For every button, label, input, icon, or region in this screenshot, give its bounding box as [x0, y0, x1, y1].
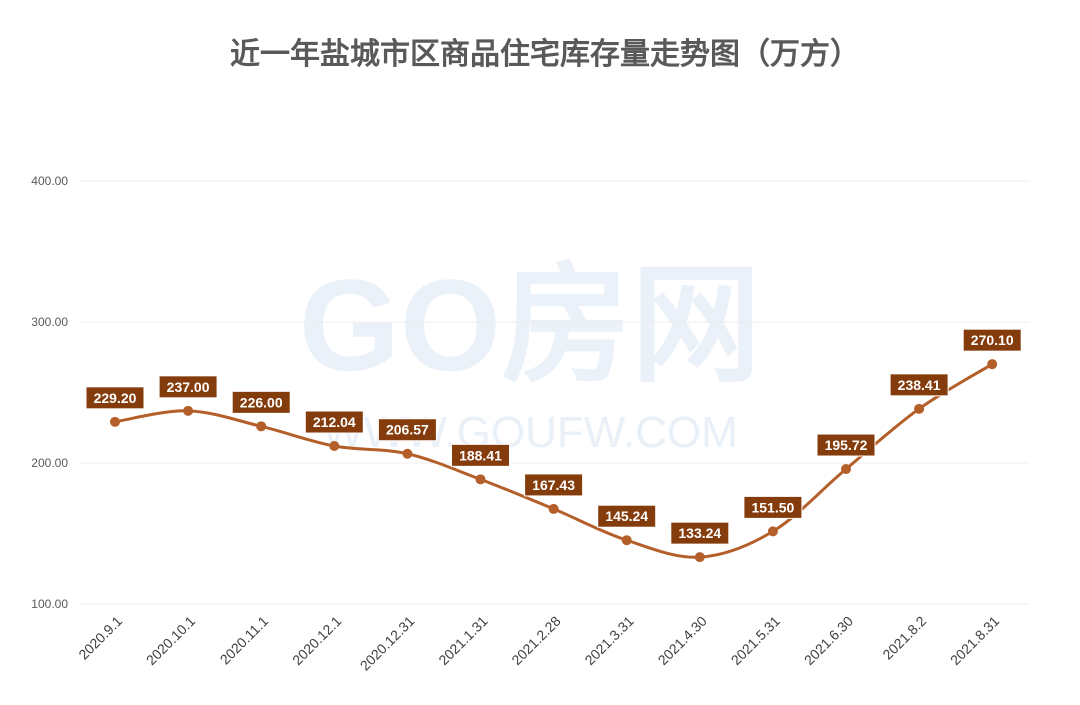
data-label-box — [889, 373, 949, 397]
x-tick-label: 2021.2.28 — [508, 613, 564, 669]
data-label: 145.24 — [597, 504, 657, 528]
x-tick-label: 2020.12.1 — [289, 613, 345, 669]
data-label: 229.20 — [85, 386, 145, 410]
data-point — [110, 416, 120, 427]
data-label-box — [962, 328, 1022, 352]
y-tick-label: 100.00 — [31, 597, 68, 611]
watermark: GO房网 WWW.GOUFW.COM — [299, 252, 761, 457]
data-label: 212.04 — [304, 410, 364, 434]
x-tick-label: 2021.6.30 — [801, 613, 857, 669]
data-label-text: 167.43 — [532, 477, 575, 493]
data-label-box — [743, 495, 803, 519]
y-tick-label: 300.00 — [31, 315, 68, 329]
x-tick-label: 2020.11.1 — [217, 613, 272, 668]
data-label-text: 145.24 — [605, 508, 648, 524]
data-label-box — [231, 390, 291, 414]
x-tick-label: 2021.8.31 — [947, 613, 1003, 669]
data-label-box — [304, 410, 364, 434]
data-label-box — [451, 443, 510, 467]
data-label-text: 133.24 — [678, 525, 721, 541]
x-tick-label: 2021.4.30 — [655, 613, 711, 669]
x-axis: 2020.9.1 2020.10.1 2020.11.1 2020.12.1 2020.… — [75, 613, 1002, 674]
data-label-text: 226.00 — [240, 394, 283, 410]
data-point — [475, 474, 486, 485]
data-label-box — [524, 473, 584, 497]
data-label-text: 237.00 — [167, 379, 210, 395]
data-label: 195.72 — [816, 433, 876, 457]
data-label: 237.00 — [158, 375, 218, 399]
data-point — [841, 464, 851, 475]
x-tick-label: 2020.10.1 — [143, 613, 199, 669]
data-point — [987, 359, 998, 370]
series — [110, 359, 998, 563]
x-tick-label: 2021.1.31 — [435, 613, 491, 669]
data-point — [183, 405, 194, 416]
data-label-text: 206.57 — [386, 422, 429, 438]
data-label: 226.00 — [231, 390, 291, 414]
data-label-text: 212.04 — [313, 414, 356, 430]
y-axis: 100.00 200.00 300.00 400.00 — [31, 174, 68, 611]
y-tick-label: 200.00 — [31, 456, 68, 470]
data-label-box — [158, 375, 218, 399]
data-label-text: 238.41 — [898, 377, 941, 393]
data-point — [767, 526, 778, 537]
data-labels: 229.20 237.00 226.00 212.04 206.57 188.41 167.… — [85, 328, 1022, 545]
data-point — [402, 448, 413, 459]
data-label: 188.41 — [451, 443, 510, 467]
x-tick-label: 2021.8.2 — [879, 613, 929, 663]
data-label-text: 151.50 — [751, 499, 794, 515]
data-point — [914, 403, 925, 414]
data-label: 151.50 — [743, 495, 803, 519]
data-label-box — [816, 433, 876, 457]
data-label: 270.10 — [962, 328, 1022, 352]
data-label: 133.24 — [670, 521, 730, 545]
data-point — [621, 535, 632, 546]
data-label-text: 195.72 — [825, 437, 868, 453]
y-tick-label: 400.00 — [31, 174, 68, 188]
data-point — [329, 441, 340, 452]
data-point — [256, 421, 267, 432]
data-label-box — [377, 418, 437, 442]
x-tick-label: 2021.3.31 — [581, 613, 637, 669]
chart-title: 近一年盐城市区商品住宅库存量走势图（万方） — [230, 37, 860, 72]
data-label: 238.41 — [889, 373, 949, 397]
data-label: 167.43 — [524, 473, 584, 497]
data-label-box — [670, 521, 730, 545]
x-tick-label: 2020.9.1 — [75, 613, 125, 663]
data-label: 206.57 — [377, 418, 437, 442]
data-point — [694, 552, 705, 563]
x-tick-label: 2020.12.31 — [357, 613, 418, 674]
data-label-text: 270.10 — [971, 332, 1014, 348]
gridlines — [80, 180, 1030, 605]
watermark-logo: GO房网 — [299, 252, 761, 398]
data-label-text: 188.41 — [459, 447, 502, 463]
data-point — [548, 503, 559, 514]
data-label-box — [597, 504, 657, 528]
x-tick-label: 2021.5.31 — [728, 613, 784, 669]
data-label-text: 229.20 — [94, 390, 137, 406]
data-label-box — [85, 386, 145, 410]
